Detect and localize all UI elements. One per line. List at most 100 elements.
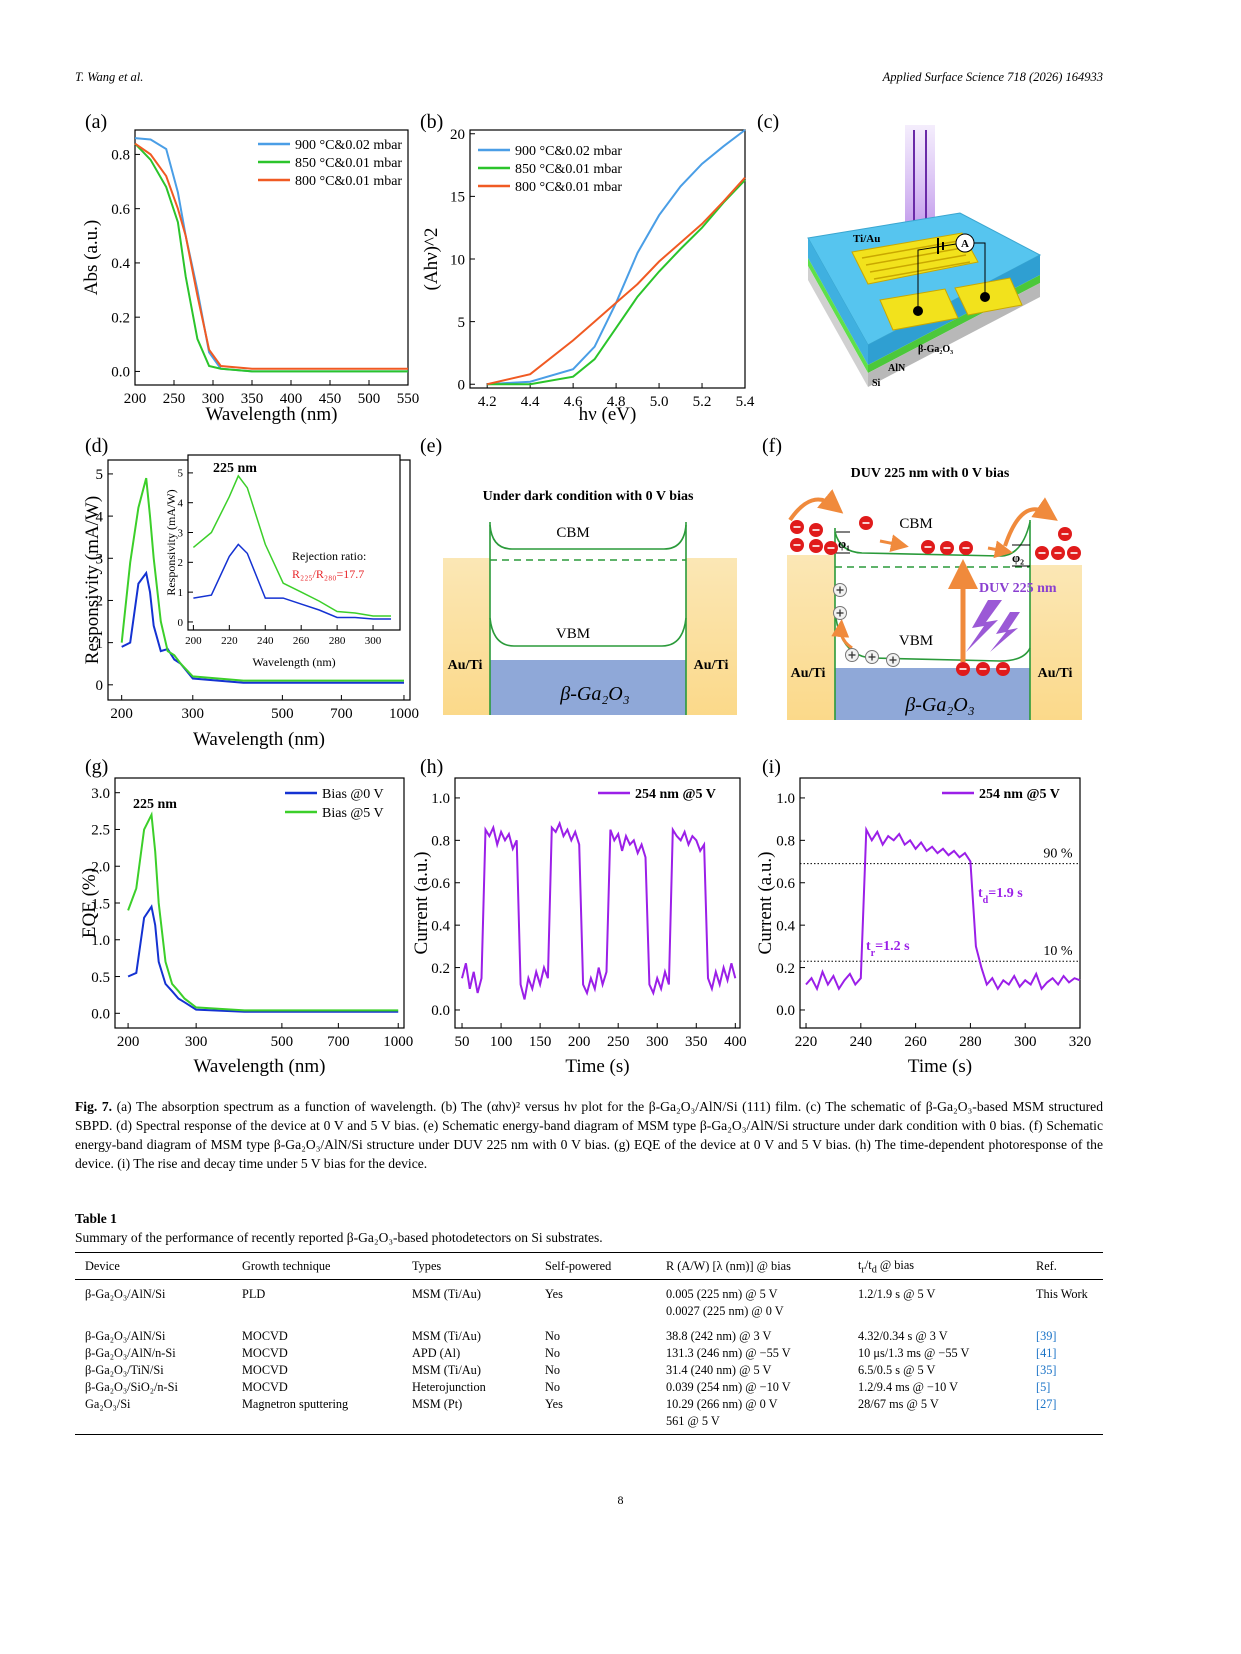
vbm-label: VBM xyxy=(556,626,590,642)
x-tick-label: 300 xyxy=(185,1034,208,1050)
light-beam xyxy=(905,125,935,233)
x-tick-label: 240 xyxy=(257,635,274,647)
figure-caption: Fig. 7. (a) The absorption spectrum as a… xyxy=(75,1097,1103,1173)
table-cell: Magnetron sputtering xyxy=(238,1396,408,1436)
y-tick-label: 10 xyxy=(450,252,465,268)
table-cell: This Work xyxy=(1036,1287,1088,1302)
table-cell: 28/67 ms @ 5 V xyxy=(854,1396,1032,1436)
panel-label: (i) xyxy=(762,756,781,778)
electron xyxy=(975,661,991,677)
y-tick-label: 15 xyxy=(450,190,465,206)
table-cell: 1.2/9.4 ms @ −10 V xyxy=(858,1380,959,1395)
x-tick-label: 280 xyxy=(329,635,346,647)
legend-label: 800 °C&0.01 mbar xyxy=(295,174,402,189)
table-cell: APD (Al) xyxy=(412,1346,461,1361)
x-tick-label: 200 xyxy=(568,1034,591,1050)
electron xyxy=(939,540,955,556)
x-tick-label: 350 xyxy=(241,391,264,407)
y-tick-label: 2.0 xyxy=(91,859,110,875)
data-line xyxy=(193,543,391,620)
electron xyxy=(808,538,824,554)
legend-label: 254 nm @5 V xyxy=(635,787,716,802)
y-tick-label: 0.2 xyxy=(111,310,130,326)
y-tick-label: 4 xyxy=(178,498,184,510)
table-cell: [5] xyxy=(1036,1380,1051,1395)
contact-label: Au/Ti xyxy=(448,658,483,673)
data-line xyxy=(486,176,746,386)
probe xyxy=(913,306,923,316)
column-header: tr/td @ bias xyxy=(854,1251,1032,1281)
electron xyxy=(808,522,824,538)
electron xyxy=(823,540,839,556)
column-header: R (A/W) [λ (nm)] @ bias xyxy=(662,1251,854,1281)
running-journal: Applied Surface Science 718 (2026) 16493… xyxy=(882,70,1103,84)
table-caption: Summary of the performance of recently r… xyxy=(75,1230,603,1245)
table-title: Table 1 xyxy=(75,1211,117,1226)
running-author: T. Wang et al. xyxy=(75,70,144,84)
y-tick-label: 5 xyxy=(96,467,104,483)
x-tick-label: 1000 xyxy=(383,1034,413,1050)
y-tick-label: 1.0 xyxy=(91,933,110,949)
cbm-label: CBM xyxy=(899,516,932,532)
x-tick-label: 300 xyxy=(1014,1034,1037,1050)
contact-label: Au/Ti xyxy=(694,658,729,673)
x-tick-label: 50 xyxy=(455,1034,470,1050)
table-cell: No xyxy=(545,1380,561,1395)
table-cell: [39] xyxy=(1036,1329,1057,1344)
y-tick-label: 0.0 xyxy=(91,1007,110,1023)
y-tick-label: 0 xyxy=(96,678,104,694)
table-cell: No xyxy=(545,1329,561,1344)
y-axis-label: Responsivity (mA/W) xyxy=(164,489,178,595)
semiconductor-label: β-Ga₂O₃ xyxy=(904,694,974,716)
data-line xyxy=(134,142,408,373)
y-tick-label: 0 xyxy=(458,377,466,393)
y-tick-label: 5 xyxy=(178,468,184,480)
x-tick-label: 250 xyxy=(163,391,186,407)
table-cell: [27] xyxy=(1032,1396,1103,1436)
electron xyxy=(858,515,874,531)
plot-frame xyxy=(134,129,409,386)
data-line xyxy=(805,825,1081,992)
y-tick-label: 0.2 xyxy=(431,961,450,977)
y-tick-label: 0.6 xyxy=(776,876,795,892)
table-cell: MOCVD xyxy=(242,1329,288,1344)
y-axis-label: Current (a.u.) xyxy=(755,852,776,955)
hole xyxy=(832,582,848,598)
y-tick-label: 0.6 xyxy=(111,202,130,218)
table-cell: No xyxy=(545,1346,561,1361)
band-diagram-light: (f) DUV 225 nm with 0 V bias xyxy=(762,435,1082,720)
data-line xyxy=(192,474,391,617)
y-tick-label: 0.6 xyxy=(431,876,450,892)
table-cell: No xyxy=(545,1363,561,1378)
header-row: Device Growth technique Types Self-power… xyxy=(75,1251,1103,1281)
y-axis-label: Abs (a.u.) xyxy=(81,220,102,295)
data-line xyxy=(461,820,737,1000)
panel-label: (h) xyxy=(420,756,443,778)
y-tick-label: 0.8 xyxy=(776,834,795,850)
table-cell: MSM (Ti/Au) xyxy=(412,1329,481,1344)
panel-label: (f) xyxy=(762,435,782,457)
substrate-layer xyxy=(808,266,868,387)
contact-label: Au/Ti xyxy=(791,666,826,681)
y-axis-label: Current (a.u.) xyxy=(411,852,432,955)
x-tick-label: 400 xyxy=(724,1034,747,1050)
plot-frame xyxy=(799,777,1081,1029)
table-cell: MSM (Ti/Au) xyxy=(412,1363,481,1378)
header-part: r xyxy=(861,1264,865,1276)
electron xyxy=(958,540,974,556)
carrier-arrows xyxy=(788,489,1058,662)
y-tick-label: 20 xyxy=(450,127,465,143)
x-tick-label: 260 xyxy=(904,1034,927,1050)
data-line xyxy=(127,811,399,1012)
legend-label: 800 °C&0.01 mbar xyxy=(515,180,622,195)
annotation: tr=1.2 s xyxy=(866,939,910,959)
table-cell: 10 μs/1.3 ms @ −55 V xyxy=(858,1346,970,1361)
plot-frame xyxy=(187,454,401,631)
y-tick-label: 3.0 xyxy=(91,786,110,802)
x-tick-label: 200 xyxy=(117,1034,140,1050)
header-part: t xyxy=(858,1258,862,1272)
semiconductor-region xyxy=(835,668,1030,720)
panel-label: (d) xyxy=(85,435,108,457)
y-tick-label: 0 xyxy=(178,617,184,629)
